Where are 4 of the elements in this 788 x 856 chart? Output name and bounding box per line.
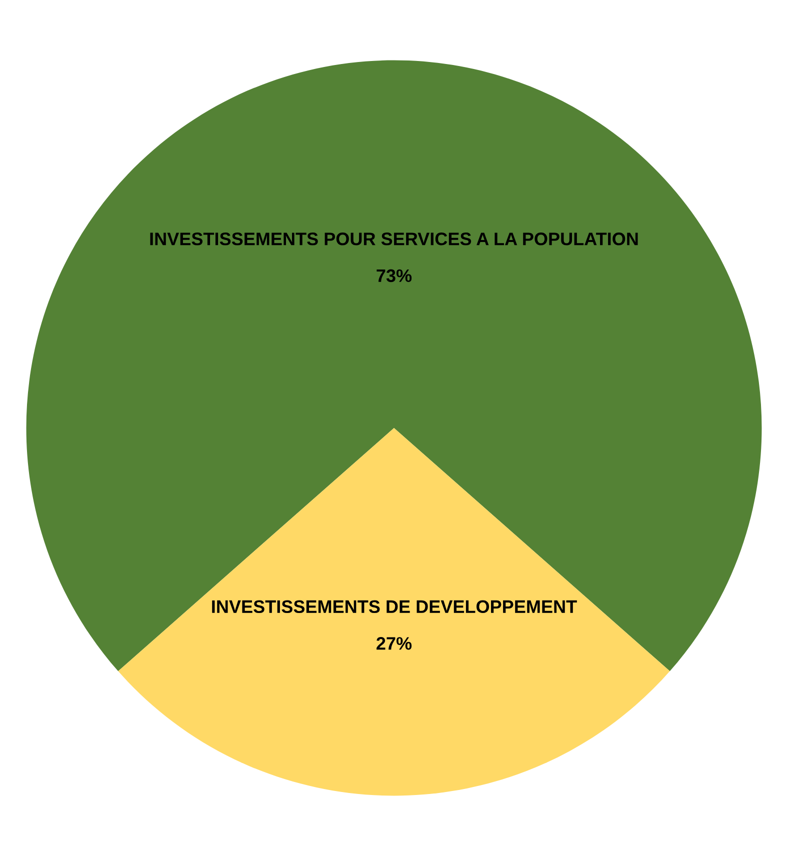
slice-label: INVESTISSEMENTS DE DEVELOPPEMENT xyxy=(212,600,577,614)
data-label: 73% xyxy=(376,269,412,282)
slice-label: INVESTISSEMENTS POUR SERVICES A LA POPULATION xyxy=(150,232,638,246)
data-label: 27% xyxy=(376,637,412,650)
